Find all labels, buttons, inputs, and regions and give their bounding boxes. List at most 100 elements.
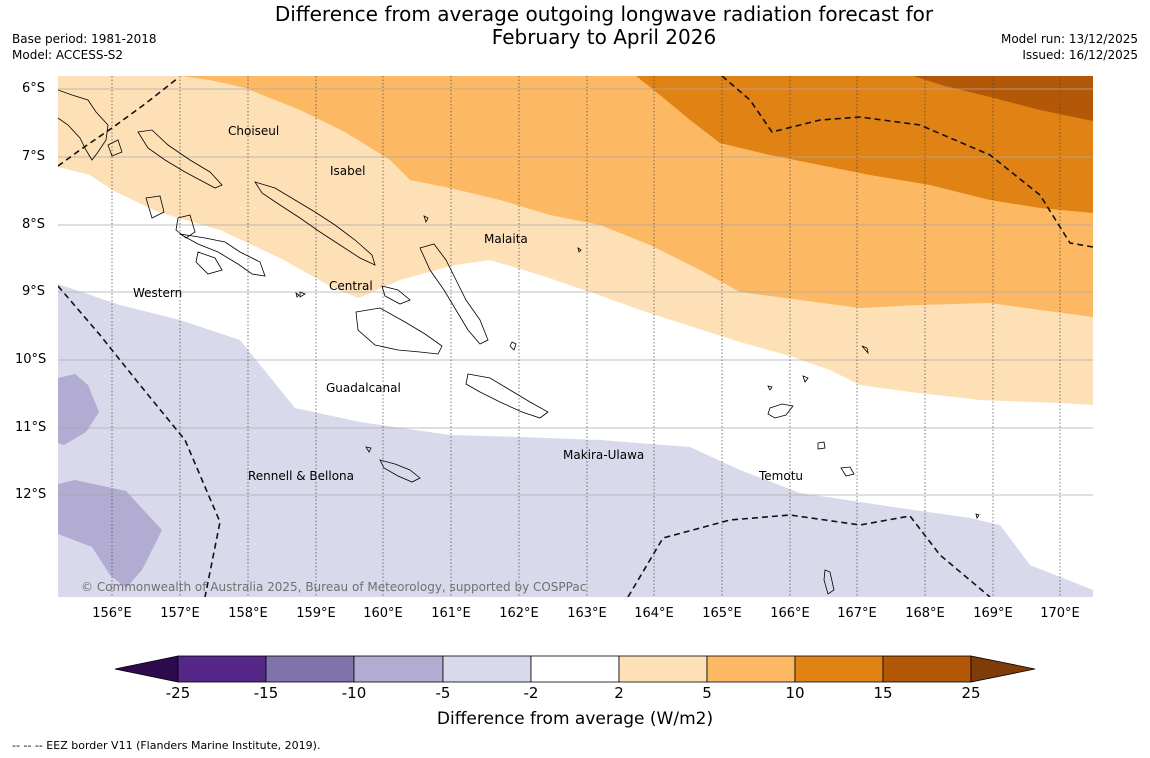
island-ndende [767,403,794,419]
anomaly-zone-minus10-minus5-b [58,480,162,588]
colorbar-segment [265,655,355,683]
lon-label: 170°E [1040,606,1080,621]
colorbar-segment [530,655,620,683]
island-fataka [975,513,980,519]
lon-label: 160°E [363,606,403,621]
colorbar-segment [177,655,267,683]
island-russell [299,291,306,298]
colorbar-tick-label: 10 [785,684,805,702]
anomaly-zone-15-25 [913,76,1093,121]
island-reef [802,375,809,383]
island-new-georgia [175,214,196,239]
colorbar-segment [353,655,444,683]
lon-label: 165°E [702,606,742,621]
island-guadalcanal [355,307,443,355]
base-period: Base period: 1981-2018 [12,32,157,46]
island-florida [381,285,411,305]
place-guadalcanal: Guadalcanal [326,381,401,395]
island-kolombangara [179,233,266,277]
colorbar-tick-label: -10 [341,684,367,702]
island-vella-lavella [145,195,165,219]
place-rennell-bellona: Rennell & Bellona [248,469,355,483]
eez-border-south-east [627,514,991,597]
lon-label: 162°E [499,606,539,621]
place-isabel: Isabel [330,164,366,178]
place-western: Western [133,286,183,300]
lon-label: 168°E [905,606,945,621]
place-malaita: Malaita [484,232,528,246]
colorbar-segments [114,655,1036,683]
colorbar-extend-low [114,655,179,683]
island-small-d [295,292,300,298]
island-bellona [365,446,372,453]
lat-label-10s: 10°S [15,352,47,367]
lat-label-7s: 7°S [22,149,46,164]
place-temotu: Temotu [759,469,804,483]
copyright-notice: © Commonwealth of Australia 2025, Bureau… [81,580,587,594]
island-rendova [195,251,223,275]
lat-label-6s: 6°S [22,81,46,96]
lat-label-8s: 8°S [22,217,46,232]
eez-borders [58,76,1093,597]
colorbar-segment [706,655,796,683]
colorbar-label: Difference from average (W/m2) [436,709,714,729]
lat-label-12s: 12°S [15,487,47,502]
island-small-b [577,247,582,253]
colorbar-segment [442,655,532,683]
colorbar-segment [794,655,884,683]
colorbar-tick-label: -25 [165,684,191,702]
colorbar-tick-label: 5 [702,684,712,702]
island-rennell [379,459,421,483]
eez-footnote: -- -- -- EEZ border V11 (Flanders Marine… [12,739,321,752]
island-vanikoro [817,441,826,450]
place-makira-ulawa: Makira-Ulawa [563,448,645,462]
island-bougainville [58,89,109,161]
island-ulawa [509,341,517,351]
anomaly-zone-minus10-minus5-a [58,374,99,445]
island-choiseul [137,129,223,189]
model-run: Model run: 13/12/2025 [1000,32,1138,46]
lon-label: 163°E [567,606,607,621]
lon-label: 161°E [431,606,471,621]
title-line-1: Difference from average outgoing longwav… [274,2,934,26]
lon-label: 156°E [92,606,132,621]
lon-label: 164°E [634,606,674,621]
colorbar-tick-label: 25 [961,684,981,702]
coastlines [58,89,980,595]
colorbar-segment [618,655,708,683]
lon-label: 167°E [837,606,877,621]
map-layers [58,76,1093,597]
eez-border-west [58,285,221,597]
colorbar-tick-label: -2 [523,684,539,702]
meridians [111,76,1061,597]
chart-title: Difference from average outgoing longwav… [0,3,1150,49]
eez-border-north-west [58,77,179,167]
lat-label-11s: 11°S [15,420,47,435]
colorbar-tick-label: -5 [435,684,451,702]
island-duff [767,385,773,391]
lat-label-9s: 9°S [22,284,46,299]
lon-label: 158°E [228,606,268,621]
anomaly-zone-minus5-minus2 [58,284,1093,597]
lon-label: 159°E [296,606,336,621]
colorbar-tick-label: -15 [253,684,279,702]
island-utupua [840,466,855,477]
colorbar-segment [882,655,972,683]
graticule [58,88,1093,496]
island-malaita [419,243,489,345]
title-line-2: February to April 2026 [491,25,717,49]
eez-border-north-east [721,76,1093,248]
place-central: Central [329,279,373,293]
anomaly-zone-10-15 [636,76,1093,213]
meta-right: Model run: 13/12/2025 Issued: 16/12/2025 [1001,31,1138,63]
island-anuta [861,345,869,355]
model-name: Model: ACCESS-S2 [12,48,124,62]
place-choiseul: Choiseul [228,124,280,138]
lon-label: 166°E [770,606,810,621]
island-small-c [423,215,429,224]
island-isabel [254,181,376,266]
colorbar-extend-high [970,655,1036,683]
issued-date: Issued: 16/12/2025 [1022,48,1138,62]
